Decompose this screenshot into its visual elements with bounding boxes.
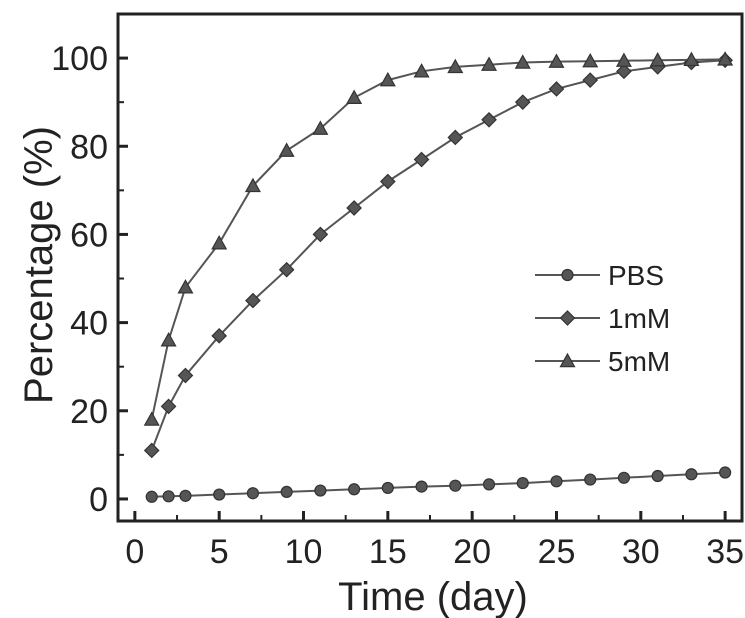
data-point [617,471,631,484]
legend-item: PBS [535,260,664,291]
x-tick-label: 20 [453,533,491,571]
data-point [314,484,327,497]
x-tick-label: 10 [285,533,323,571]
y-tick-label: 40 [70,305,108,343]
x-tick-label: 25 [538,533,576,571]
y-axis-title: Percentage (%) [17,126,61,404]
data-point [550,475,563,488]
data-point [278,142,295,157]
data-point [211,327,228,344]
data-point [379,173,396,190]
series-3 [143,51,734,426]
data-point [211,235,228,250]
legend-label: PBS [608,260,664,291]
data-point [651,469,664,483]
data-point [649,52,666,67]
series-layer [143,51,734,503]
legend: PBS 1mM 5mM [535,260,670,377]
data-point [548,53,565,68]
data-point [179,489,192,502]
data-point [616,63,632,80]
data-point [582,72,599,88]
x-tick-label: 35 [706,533,744,571]
data-point [447,129,464,146]
data-point [548,81,565,97]
data-point [245,292,261,309]
legend-marker [561,268,574,282]
data-point [514,54,531,69]
data-point [582,52,599,68]
data-point [514,94,531,111]
x-tick-label: 5 [210,533,229,571]
data-point [246,487,260,500]
data-point [143,411,160,426]
series-2 [143,52,733,459]
data-point [278,261,295,278]
data-point [685,468,698,481]
data-point [683,51,700,67]
data-point [160,332,177,347]
x-axis-title: Time (day) [338,575,528,618]
data-point [162,490,175,503]
data-point [145,490,158,503]
data-point [177,279,194,294]
data-point [346,89,363,104]
data-point [482,478,496,491]
data-point [381,481,394,495]
data-point [615,52,632,67]
y-tick-label: 20 [70,393,108,431]
data-point [516,476,529,490]
legend-item: 1mM [535,303,670,334]
series-1 [145,466,732,503]
data-point [413,151,430,168]
data-point [481,111,497,128]
data-point [717,51,734,66]
data-point [312,120,329,135]
y-tick-label: 80 [70,128,108,166]
data-point [160,398,177,415]
x-tick-label: 15 [369,533,407,571]
y-tick-label: 60 [70,216,108,254]
data-point [143,442,160,459]
data-point [415,480,428,493]
data-point [449,479,462,492]
legend-marker [559,352,576,368]
data-point [280,485,293,499]
y-axis-ticks: 0 20 40 60 80 100 [51,40,128,519]
x-tick-label: 0 [125,533,144,571]
data-point [584,473,597,486]
legend-label: 1mM [608,303,670,334]
data-point [177,367,194,384]
data-point [719,466,732,479]
data-point [213,488,226,501]
legend-marker [559,310,576,326]
legend-item: 5mM [535,346,670,377]
data-point [348,483,361,496]
data-point [244,177,261,193]
data-point [379,71,396,87]
data-point [481,56,498,71]
data-point [413,63,430,78]
x-tick-label: 30 [622,533,660,571]
data-point [312,226,329,243]
y-tick-label: 100 [51,40,108,78]
x-axis-ticks: 0 5 10 15 20 25 30 35 [125,511,744,571]
y-tick-label: 0 [89,481,108,519]
data-point [346,200,362,216]
legend-label: 5mM [608,346,670,377]
data-point [447,58,464,74]
